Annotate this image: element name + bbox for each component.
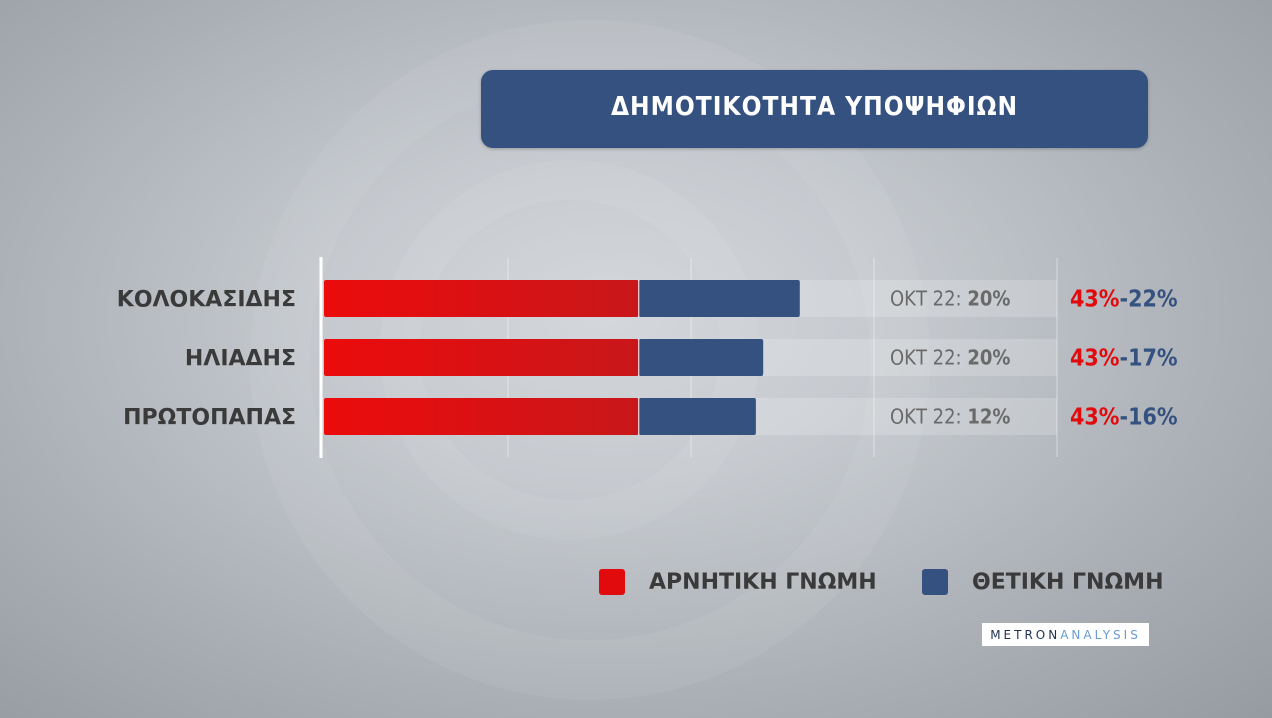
legend-label-positive: ΘΕΤΙΚΗ ΓΝΩΜΗ xyxy=(972,569,1164,595)
legend-swatch-negative xyxy=(599,569,625,595)
bar-positive xyxy=(638,280,800,317)
bar-positive xyxy=(638,339,764,376)
legend-label-negative: ΑΡΝΗΤΙΚΗ ΓΝΩΜΗ xyxy=(649,569,877,595)
category-label: ΗΛΙΑΔΗΣ xyxy=(185,347,296,372)
legend-swatch-positive xyxy=(922,569,948,595)
title-banner: ΔΗΜΟΤΙΚΟΤΗΤΑ ΥΠΟΨΗΦΙΩΝ xyxy=(481,70,1148,148)
bar-positive xyxy=(638,398,756,435)
legend-item-positive: ΘΕΤΙΚΗ ΓΝΩΜΗ xyxy=(922,568,1163,596)
category-label: ΚΟΛΟΚΑΣΙΔΗΣ xyxy=(117,288,296,313)
bar-negative xyxy=(324,339,639,376)
logo-text-1: METRON xyxy=(990,627,1061,642)
bar-negative xyxy=(324,280,639,317)
data-value-label: 43%-16% xyxy=(1070,405,1178,431)
data-value-label: 43%-22% xyxy=(1070,287,1178,313)
legend-item-negative: ΑΡΝΗΤΙΚΗ ΓΝΩΜΗ xyxy=(599,568,877,596)
previous-value-label: ΟΚΤ 22: 20% xyxy=(890,346,1010,370)
logo-text-2: ANALYSIS xyxy=(1060,627,1141,642)
data-value-label: 43%-17% xyxy=(1070,346,1178,372)
metron-analysis-logo: METRON ANALYSIS xyxy=(982,623,1149,646)
category-label: ΠΡΩΤΟΠΑΠΑΣ xyxy=(123,406,296,431)
chart-title: ΔΗΜΟΤΙΚΟΤΗΤΑ ΥΠΟΨΗΦΙΩΝ xyxy=(610,92,1019,122)
previous-value-label: ΟΚΤ 22: 20% xyxy=(890,287,1010,311)
previous-value-label: ΟΚΤ 22: 12% xyxy=(890,405,1010,429)
bar-negative xyxy=(324,398,639,435)
